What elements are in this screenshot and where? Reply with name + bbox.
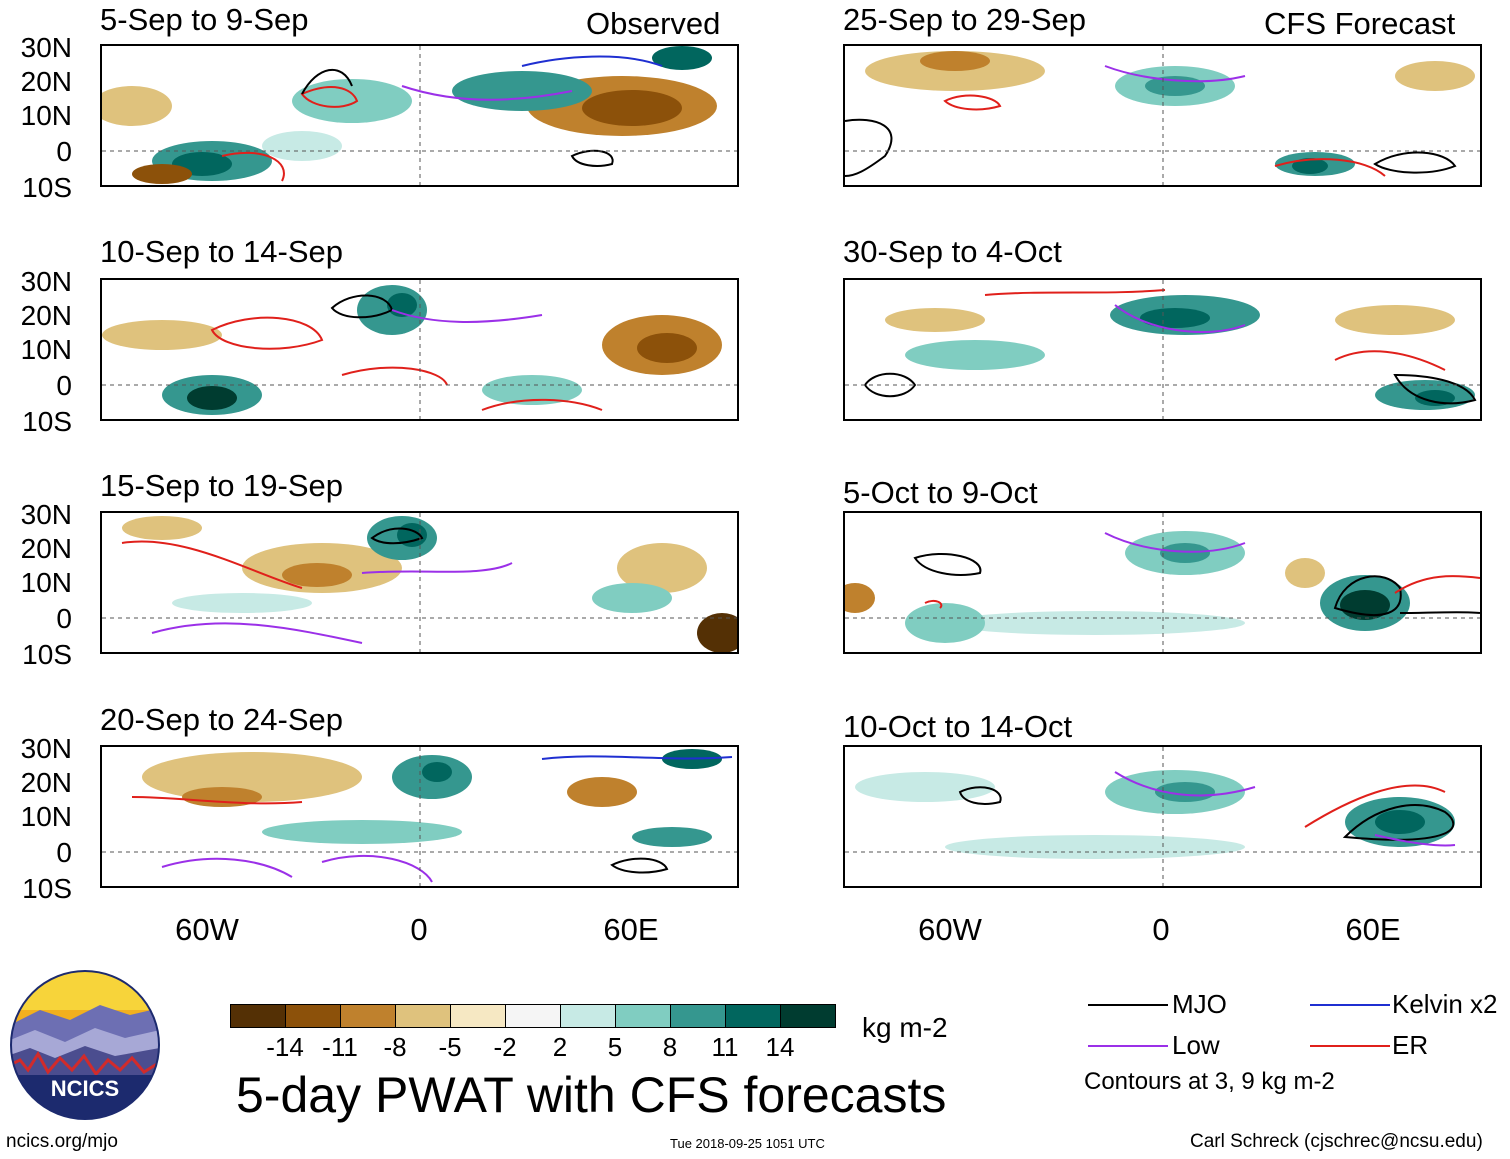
lat-label-10n: 10N [20,567,72,598]
colorbar-tick-label: 11 [711,1032,739,1062]
lat-label-20n: 20N [20,767,72,798]
lat-label-30n: 30N [20,32,72,63]
lat-label-20n: 20N [20,66,72,97]
map-panel-obs-4 [100,745,739,888]
legend-label-mjo: MJO [1172,989,1227,1019]
lat-label-30n: 30N [20,499,72,530]
map-panel-fcst-2 [843,278,1482,421]
panel-title-fcst-4: 10-Oct to 14-Oct [843,709,1073,744]
lat-label-10s: 10S [22,639,72,670]
panel-title-fcst-1: 25-Sep to 29-Sep [843,2,1087,37]
colorbar-tick-label: 8 [662,1032,678,1062]
colorbar-tick-label: -5 [438,1032,462,1062]
legend-line-low [1088,1045,1168,1047]
lat-label-30n: 30N [20,266,72,297]
lat-label-0: 0 [56,837,72,868]
panel-title-fcst-3: 5-Oct to 9-Oct [843,475,1038,510]
lat-label-10s: 10S [22,873,72,904]
colorbar-tick-label: -14 [266,1032,304,1062]
colorbar-tick-label: -11 [322,1032,358,1062]
lat-label-30n: 30N [20,733,72,764]
lat-label-10n: 10N [20,334,72,365]
footer-timestamp: Tue 2018-09-25 1051 UTC [670,1136,825,1151]
colorbar-cell [670,1004,726,1028]
colorbar-tick-label: 2 [552,1032,568,1062]
colorbar-tick-label: -8 [383,1032,407,1062]
forecast-label: CFS Forecast [1264,6,1456,41]
legend-label-low: Low [1172,1030,1220,1060]
lon-label-60e-right: 60E [1345,912,1401,947]
colorbar-cell [340,1004,396,1028]
panel-title-obs-2: 10-Sep to 14-Sep [100,234,344,269]
panel-title-obs-3: 15-Sep to 19-Sep [100,468,344,503]
colorbar-cell [615,1004,671,1028]
legend-label-kelvin: Kelvin x2 [1392,989,1498,1019]
map-panel-obs-3 [100,511,739,654]
colorbar-units: kg m-2 [862,1012,948,1043]
colorbar-cell [725,1004,781,1028]
panel-title-obs-1: 5-Sep to 9-Sep [100,2,309,37]
colorbar-cell [505,1004,561,1028]
map-panel-obs-1 [100,44,739,187]
colorbar-cell [285,1004,341,1028]
colorbar-tick-label: -2 [493,1032,517,1062]
colorbar-cell [230,1004,286,1028]
lon-label-0-left: 0 [410,912,428,947]
colorbar-tick-label: 14 [765,1032,795,1062]
lat-label-10n: 10N [20,801,72,832]
colorbar-cell [780,1004,836,1028]
legend-line-kelvin [1310,1004,1390,1006]
lat-label-0: 0 [56,603,72,634]
figure-title: 5-day PWAT with CFS forecasts [236,1067,947,1123]
lat-label-10s: 10S [22,172,72,203]
lat-label-0: 0 [56,136,72,167]
colorbar-tick-label: 5 [607,1032,623,1062]
map-panel-fcst-4 [843,745,1482,888]
lon-label-60w-right: 60W [918,912,982,947]
lat-label-0: 0 [56,370,72,401]
lat-label-20n: 20N [20,300,72,331]
lon-label-60w-left: 60W [175,912,239,947]
colorbar-cell [395,1004,451,1028]
legend-line-mjo [1088,1004,1168,1006]
footer-credit: Carl Schreck (cjschrec@ncsu.edu) [1190,1131,1483,1152]
legend-label-er: ER [1392,1030,1429,1060]
panel-title-fcst-2: 30-Sep to 4-Oct [843,234,1062,269]
observed-label: Observed [586,6,721,41]
map-panel-obs-2 [100,278,739,421]
lon-label-60e-left: 60E [603,912,659,947]
lat-label-10n: 10N [20,100,72,131]
colorbar-cell [560,1004,616,1028]
map-panel-fcst-1 [843,44,1482,187]
lon-label-0-right: 0 [1152,912,1170,947]
ncics-logo: NCICS [10,970,160,1120]
legend-line-er [1310,1045,1390,1047]
panel-title-obs-4: 20-Sep to 24-Sep [100,702,344,737]
map-panel-fcst-3 [843,511,1482,654]
lat-label-10s: 10S [22,406,72,437]
footer-url[interactable]: ncics.org/mjo [6,1131,118,1152]
colorbar-cell [450,1004,506,1028]
lat-label-20n: 20N [20,533,72,564]
legend-note: Contours at 3, 9 kg m-2 [1084,1068,1335,1095]
logo-text: NCICS [51,1076,119,1101]
